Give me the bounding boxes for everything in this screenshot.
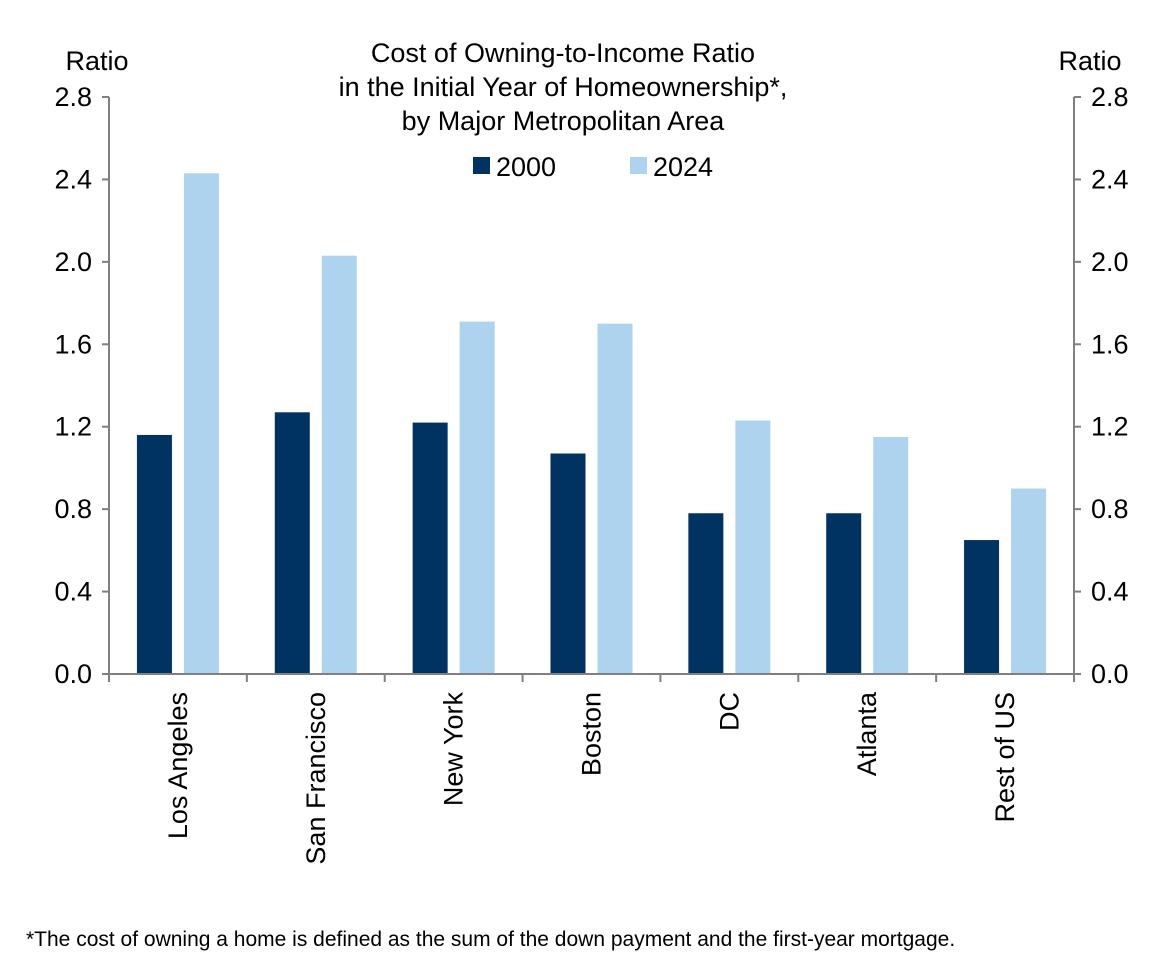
y-tick-label-left: 1.6 bbox=[54, 329, 92, 359]
y-tick-label-left: 2.8 bbox=[54, 82, 92, 112]
bar-2024-rest-of-us bbox=[1011, 488, 1047, 674]
legend-swatch-2000 bbox=[473, 157, 490, 174]
y-tick-label-left: 0.8 bbox=[54, 494, 92, 524]
bar-2000-new-york bbox=[412, 422, 448, 674]
y-tick-label-right: 1.6 bbox=[1091, 329, 1129, 359]
bar-2024-new-york bbox=[459, 321, 495, 674]
bar-2024-los-angeles bbox=[183, 173, 219, 674]
plot-area: 0.0 0.0 0.4 0.4 0.8 0.8 1.2 1.2 1.6 1.6 2.0 2.0 2.4 2… bbox=[54, 82, 1128, 865]
chart-title-line-1: Cost of Owning-to-Income Ratio bbox=[371, 38, 755, 68]
y-tick-label-left: 0.0 bbox=[54, 659, 92, 689]
bar-2024-dc bbox=[735, 420, 771, 674]
bar-2000-atlanta bbox=[826, 513, 862, 674]
bar-2000-los-angeles bbox=[136, 434, 172, 674]
y-tick-label-right: 0.8 bbox=[1091, 494, 1129, 524]
y-tick-label-right: 1.2 bbox=[1091, 412, 1129, 442]
bar-2000-rest-of-us bbox=[964, 540, 1000, 674]
category-label: DC bbox=[714, 692, 744, 731]
y-tick-label-right: 2.8 bbox=[1091, 82, 1129, 112]
chart-title-line-3: by Major Metropolitan Area bbox=[402, 106, 726, 136]
category-label: Rest of US bbox=[990, 692, 1020, 823]
chart-title-line-2: in the Initial Year of Homeownership*, bbox=[339, 72, 788, 102]
y-tick-label-right: 2.4 bbox=[1091, 164, 1129, 194]
category-label: Boston bbox=[577, 692, 607, 776]
y-tick-label-right: 0.0 bbox=[1091, 659, 1129, 689]
category-label: San Francisco bbox=[301, 692, 331, 865]
legend: 2000 2024 bbox=[473, 152, 713, 182]
legend-label-2024: 2024 bbox=[653, 152, 713, 182]
bar-2000-san-francisco bbox=[274, 412, 310, 674]
bar-2000-boston bbox=[550, 453, 586, 674]
y-axis-title-left: Ratio bbox=[65, 46, 128, 76]
chart-title: Cost of Owning-to-Income Ratio in the In… bbox=[339, 38, 788, 136]
y-tick-label-right: 2.0 bbox=[1091, 247, 1129, 277]
bar-2024-atlanta bbox=[873, 437, 909, 674]
y-axis-title-right: Ratio bbox=[1058, 46, 1121, 76]
bar-2024-san-francisco bbox=[321, 255, 357, 675]
legend-label-2000: 2000 bbox=[496, 152, 556, 182]
legend-swatch-2024 bbox=[630, 157, 647, 174]
footnote: *The cost of owning a home is defined as… bbox=[26, 928, 956, 951]
category-label: Atlanta bbox=[852, 691, 882, 776]
bar-2000-dc bbox=[688, 513, 724, 674]
y-tick-label-left: 2.0 bbox=[54, 247, 92, 277]
y-tick-label-left: 2.4 bbox=[54, 164, 92, 194]
y-tick-label-left: 0.4 bbox=[54, 577, 92, 607]
y-tick-label-left: 1.2 bbox=[54, 412, 92, 442]
category-label: New York bbox=[439, 692, 469, 807]
bar-2024-boston bbox=[597, 323, 633, 674]
category-label: Los Angeles bbox=[163, 692, 193, 839]
y-tick-label-right: 0.4 bbox=[1091, 577, 1129, 607]
